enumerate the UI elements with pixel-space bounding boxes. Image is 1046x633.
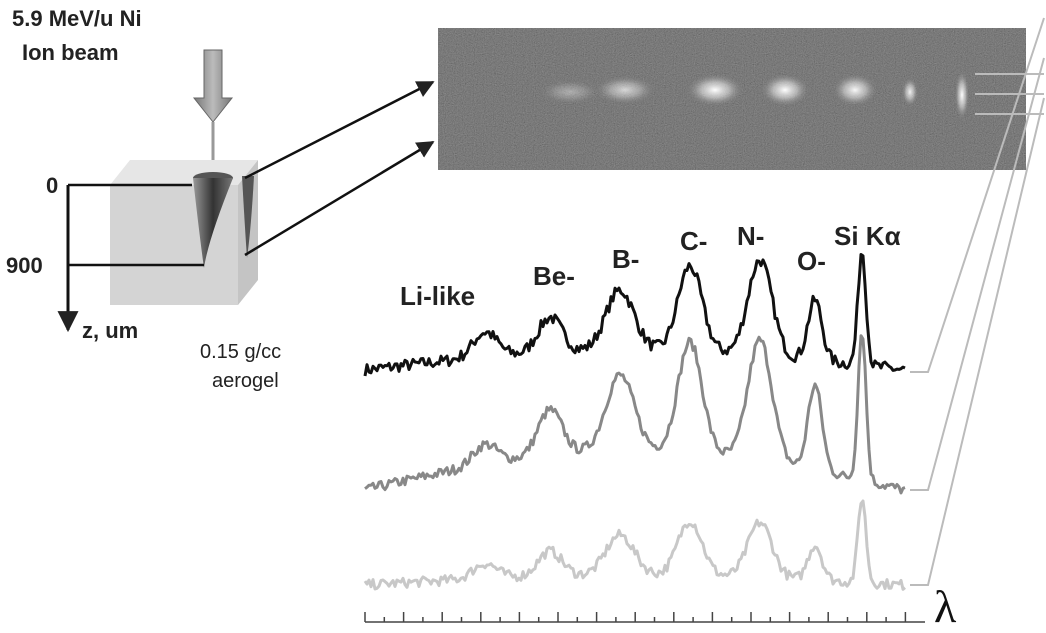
peak-label: B-: [612, 244, 639, 274]
spot: [687, 74, 743, 106]
track-cone: [193, 178, 233, 268]
beam-arrow: [192, 49, 234, 123]
arrow: [244, 140, 435, 257]
spectrum: [363, 499, 906, 591]
spectrum: [364, 334, 906, 495]
peak-label: N-: [737, 221, 764, 251]
connector: [910, 97, 1045, 586]
target-label: aerogel: [212, 370, 279, 392]
cube-top: [110, 160, 258, 185]
source-label: Ion beam: [22, 40, 119, 65]
wavelength-label: λ: [934, 581, 957, 628]
depth-label: z, um: [82, 318, 138, 343]
connector: [910, 17, 1045, 373]
spot: [955, 71, 969, 119]
peak-label: C-: [680, 226, 707, 256]
target-label: 0.15 g/cc: [200, 341, 281, 363]
source-label: 5.9 MeV/u Ni: [12, 6, 142, 31]
spot: [595, 76, 655, 104]
spot: [761, 74, 809, 106]
spectrum: [363, 253, 906, 377]
peak-label: Si Kα: [834, 221, 901, 251]
peak-label: Be-: [533, 261, 575, 291]
track-side: [242, 176, 254, 258]
spot: [902, 78, 918, 106]
spot: [540, 80, 600, 104]
spectra: [363, 17, 1045, 591]
wavelength-axis: [364, 612, 925, 623]
peak-labels: Li-like Be- B- C- N- O- Si Kα: [400, 221, 901, 311]
peak-label: Li-like: [400, 281, 475, 311]
depth-tick: 0: [46, 173, 58, 198]
spectral-spots: [540, 71, 969, 119]
peak-label: O-: [797, 246, 826, 276]
spot: [833, 74, 877, 106]
connector: [910, 57, 1045, 491]
depth-tick: 900: [6, 253, 43, 278]
arrow: [244, 80, 435, 180]
